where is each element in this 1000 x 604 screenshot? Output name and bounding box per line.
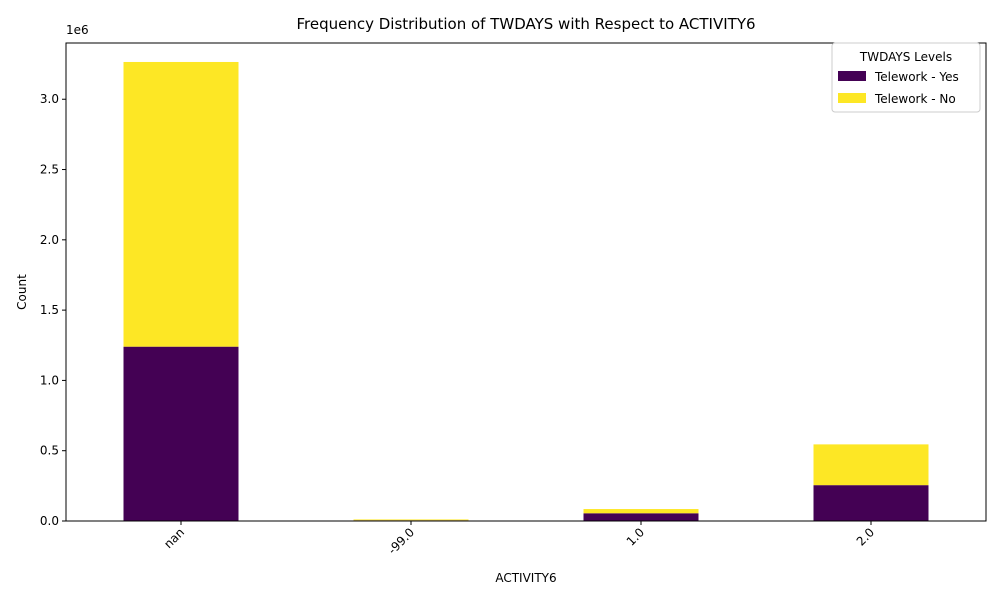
legend-items: Telework - Yes Telework - No bbox=[838, 70, 959, 106]
axes-frame bbox=[65, 42, 987, 522]
y-tick-label: 3.0 bbox=[40, 92, 59, 106]
x-tick-label: 1.0 bbox=[624, 525, 647, 548]
bar-yes-3 bbox=[813, 485, 929, 521]
y-tick-label: 2.0 bbox=[40, 233, 59, 247]
y-tick-label: 0.5 bbox=[40, 444, 59, 458]
chart-title: Frequency Distribution of TWDAYS with Re… bbox=[296, 15, 755, 33]
x-tick-label: nan bbox=[161, 525, 187, 551]
legend-label-0: Telework - Yes bbox=[874, 70, 959, 84]
legend-title: TWDAYS Levels bbox=[859, 50, 952, 64]
legend-box bbox=[831, 42, 981, 113]
y-axis-label: Count bbox=[15, 274, 29, 310]
y-tick-label: 2.5 bbox=[40, 163, 59, 177]
y-axis-offset-label: 1e6 bbox=[66, 23, 89, 37]
y-tick-label: 1.5 bbox=[40, 303, 59, 317]
bar-no-0 bbox=[123, 61, 239, 347]
legend-swatch-0 bbox=[838, 71, 866, 81]
plot-area: 0.0 0.5 1.0 1.5 2.0 2.5 3.0 nan -99.0 1.0 2.0 bbox=[40, 42, 987, 557]
bar-no-3 bbox=[813, 444, 929, 486]
x-tick-label: -99.0 bbox=[385, 525, 417, 557]
x-tick-label: 2.0 bbox=[854, 525, 877, 548]
legend: TWDAYS Levels Telework - Yes Telework - N… bbox=[831, 42, 981, 113]
x-axis-label: ACTIVITY6 bbox=[495, 571, 556, 585]
bar-yes-0 bbox=[123, 346, 239, 521]
bar-yes-2 bbox=[583, 513, 699, 521]
bar-no-1 bbox=[353, 519, 469, 521]
y-tick-label: 1.0 bbox=[40, 373, 59, 387]
bar-no-2 bbox=[583, 509, 699, 514]
legend-swatch-1 bbox=[838, 93, 866, 103]
y-tick-label: 0.0 bbox=[40, 514, 59, 528]
legend-label-1: Telework - No bbox=[874, 92, 956, 106]
